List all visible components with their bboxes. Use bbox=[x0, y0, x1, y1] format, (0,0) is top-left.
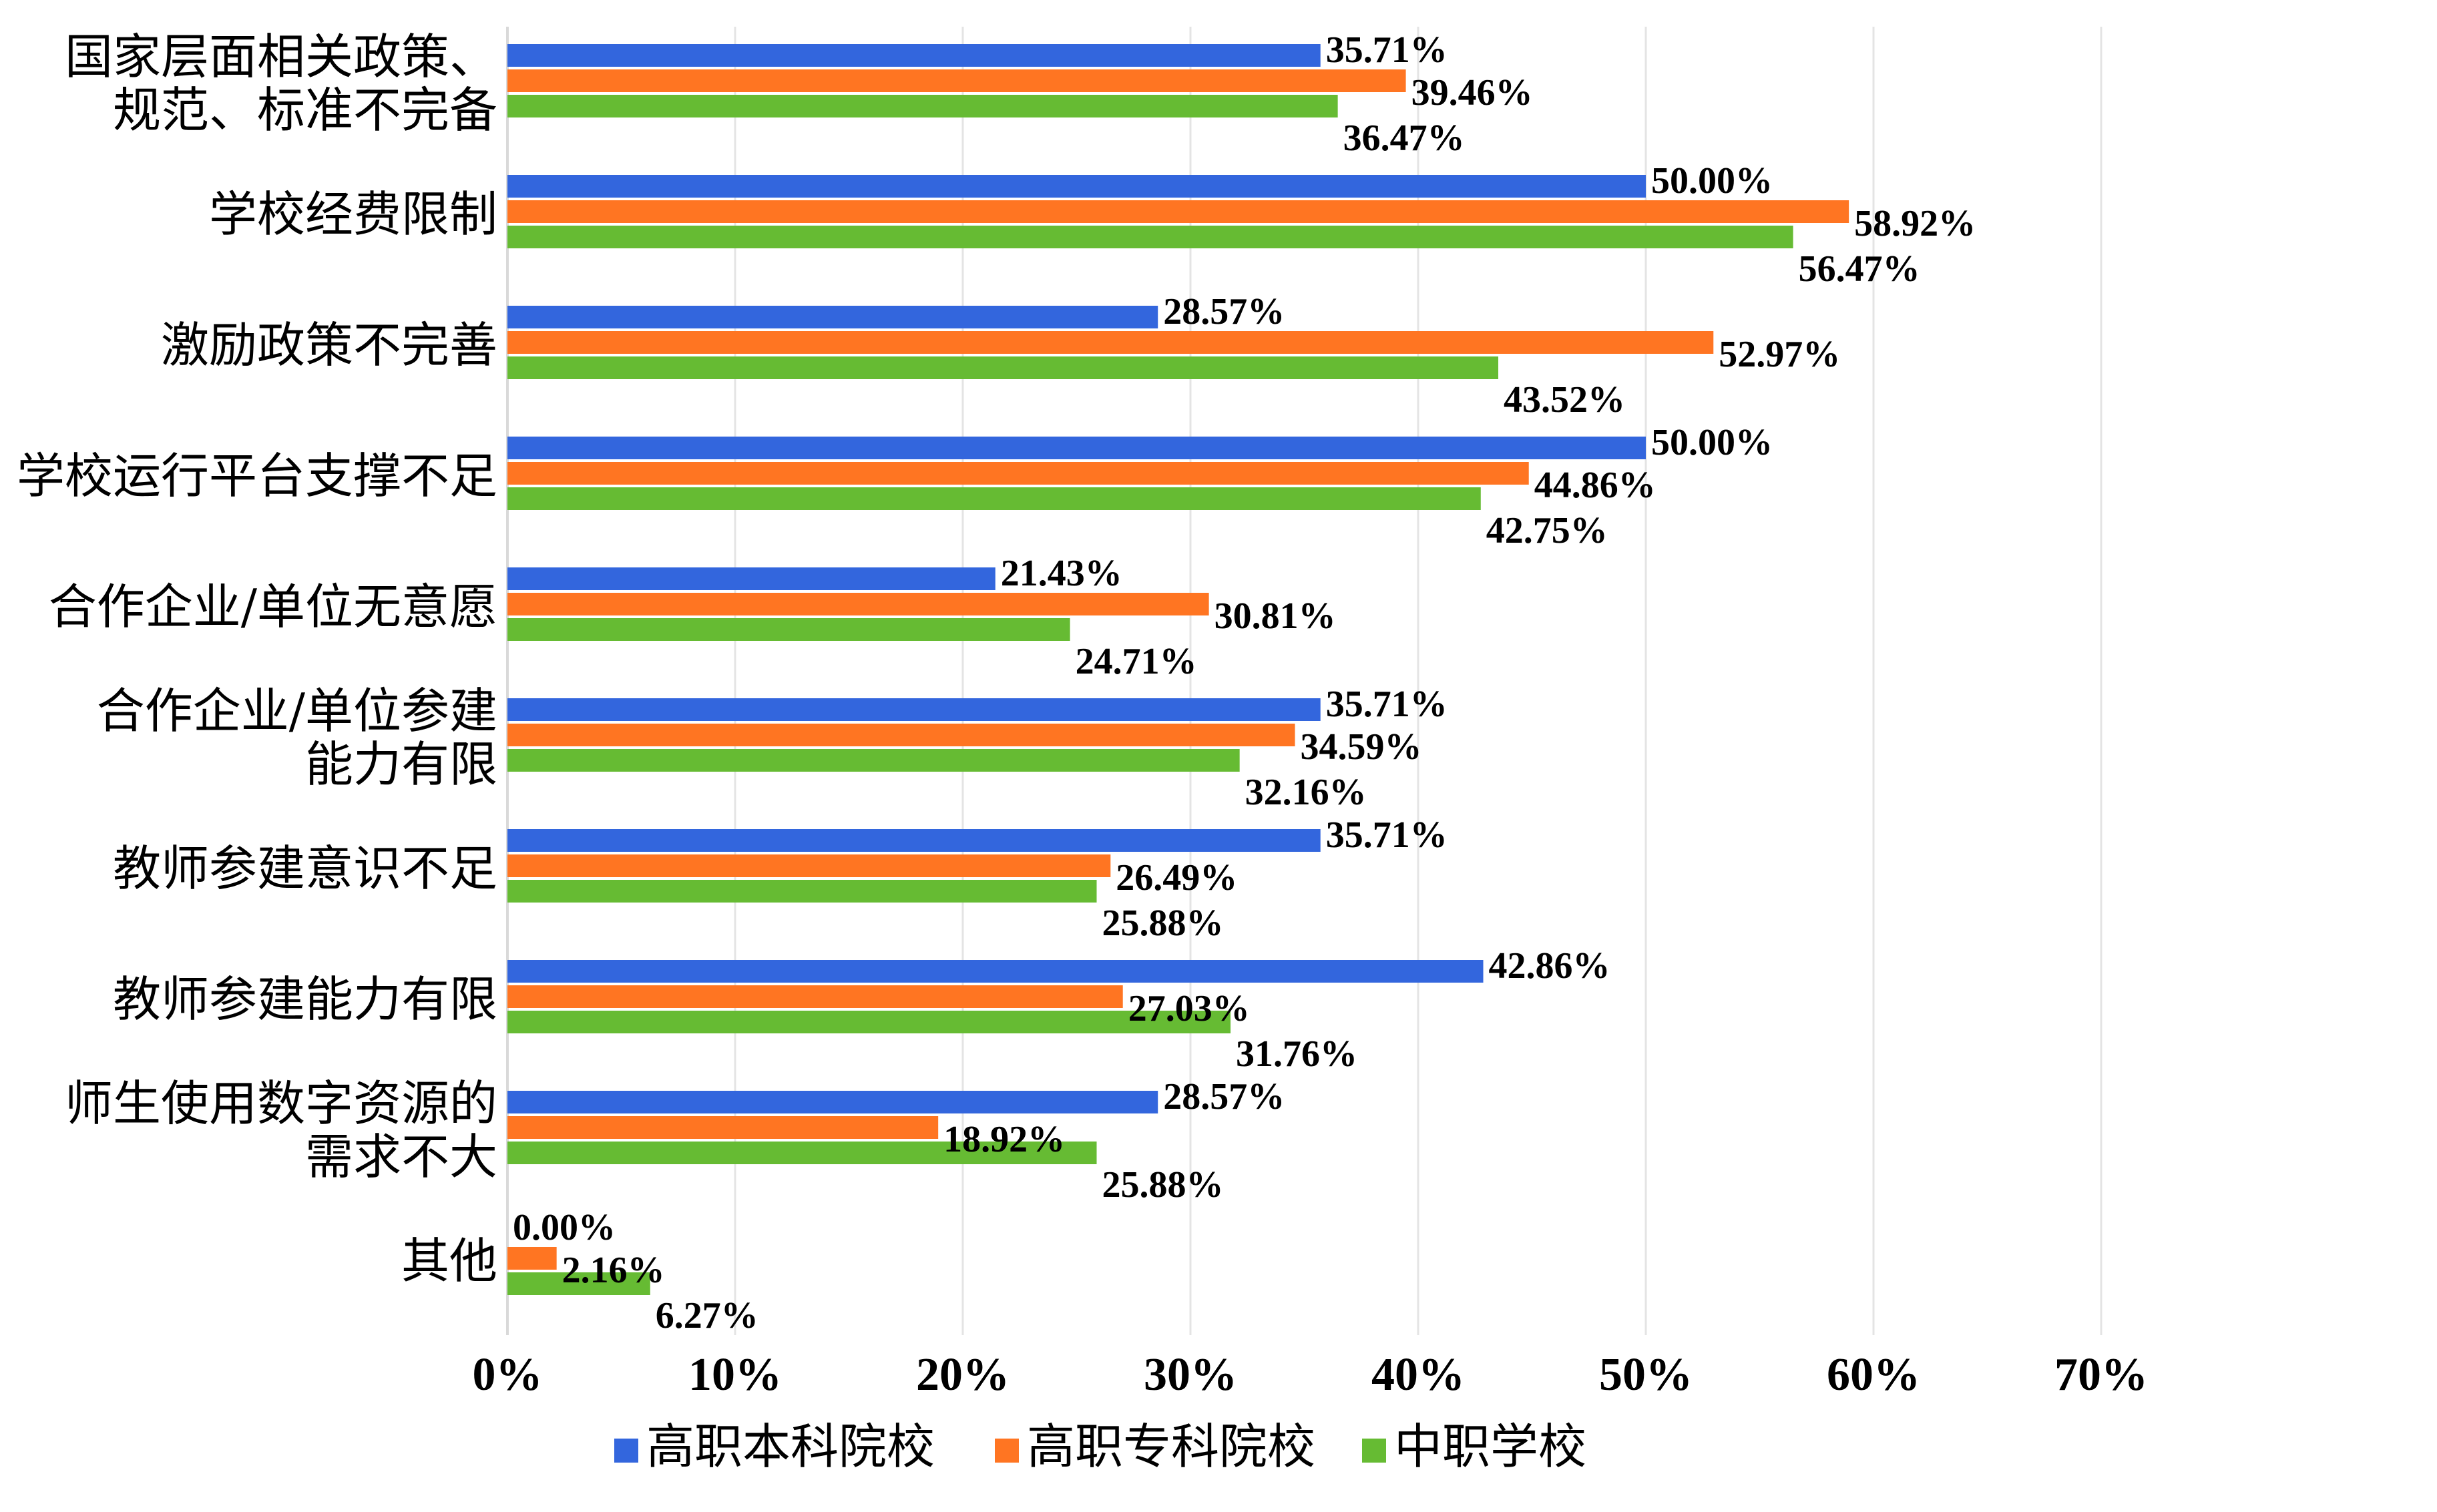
data-label: 2.16% bbox=[562, 1250, 665, 1291]
data-label: 42.75% bbox=[1486, 510, 1608, 551]
data-label: 50.00% bbox=[1651, 160, 1773, 202]
bar bbox=[507, 880, 1097, 903]
data-label: 25.88% bbox=[1102, 903, 1224, 944]
category-label: 师生使用数字资源的需求不大 bbox=[65, 1075, 497, 1185]
data-label: 6.27% bbox=[656, 1295, 758, 1336]
data-label: 28.57% bbox=[1163, 291, 1285, 332]
bar bbox=[507, 331, 1714, 354]
x-tick-label: 60% bbox=[1827, 1349, 1920, 1401]
bar bbox=[507, 567, 995, 590]
bar bbox=[507, 1142, 1097, 1164]
x-tick-label: 20% bbox=[916, 1349, 1010, 1401]
data-label: 27.03% bbox=[1128, 988, 1250, 1029]
bar bbox=[507, 226, 1793, 248]
data-label: 25.88% bbox=[1102, 1164, 1224, 1206]
bar bbox=[507, 1091, 1158, 1113]
bar bbox=[507, 829, 1321, 852]
data-label: 26.49% bbox=[1116, 857, 1237, 899]
bar bbox=[507, 69, 1406, 92]
category-label: 其他 bbox=[401, 1233, 497, 1289]
data-label: 39.46% bbox=[1411, 72, 1533, 113]
bar bbox=[507, 306, 1158, 328]
legend-swatch bbox=[614, 1439, 638, 1463]
bar bbox=[507, 175, 1646, 198]
data-label: 35.71% bbox=[1326, 814, 1448, 856]
x-tick-label: 40% bbox=[1371, 1349, 1465, 1401]
x-tick-label: 10% bbox=[688, 1349, 782, 1401]
bar bbox=[507, 1272, 650, 1295]
bar bbox=[507, 985, 1123, 1008]
data-label: 58.92% bbox=[1854, 203, 1976, 244]
data-label: 35.71% bbox=[1326, 29, 1448, 71]
data-label: 24.71% bbox=[1076, 641, 1197, 682]
x-tick-label: 30% bbox=[1144, 1349, 1237, 1401]
data-label: 32.16% bbox=[1245, 772, 1367, 813]
legend-swatch bbox=[1362, 1439, 1386, 1463]
x-axis-tick-labels: 0% 10% 20% 30% 40% 50% 60% 70% bbox=[473, 1349, 2149, 1401]
data-label: 31.76% bbox=[1236, 1033, 1357, 1075]
legend: 高职本科院校 高职专科院校 中职学校 bbox=[614, 1419, 1586, 1475]
data-label: 28.57% bbox=[1163, 1076, 1285, 1117]
category-label: 学校运行平台支撑不足 bbox=[17, 448, 497, 504]
bar bbox=[507, 44, 1321, 67]
bar bbox=[507, 724, 1295, 746]
bar bbox=[507, 462, 1529, 485]
bar bbox=[507, 356, 1499, 379]
data-label: 50.00% bbox=[1651, 422, 1773, 463]
data-label: 34.59% bbox=[1301, 726, 1422, 768]
data-label: 35.71% bbox=[1326, 684, 1448, 725]
bar bbox=[507, 1116, 939, 1139]
data-labels: 35.71%39.46%36.47%50.00%58.92%56.47%28.5… bbox=[513, 29, 1976, 1336]
data-label: 44.86% bbox=[1534, 465, 1656, 506]
legend-label: 高职本科院校 bbox=[646, 1419, 935, 1475]
bar bbox=[507, 487, 1481, 510]
x-tick-label: 0% bbox=[473, 1349, 543, 1401]
bar bbox=[507, 854, 1111, 877]
data-label: 36.47% bbox=[1343, 117, 1465, 159]
bar bbox=[507, 1011, 1231, 1033]
legend-label: 中职学校 bbox=[1394, 1419, 1586, 1475]
bar bbox=[507, 437, 1646, 459]
bars bbox=[507, 44, 1849, 1295]
x-tick-label: 70% bbox=[2054, 1349, 2148, 1401]
data-label: 56.47% bbox=[1799, 248, 1920, 290]
category-label: 激励政策不完善 bbox=[161, 317, 497, 373]
bar bbox=[507, 960, 1484, 983]
data-label: 18.92% bbox=[943, 1119, 1065, 1160]
bar bbox=[507, 1247, 557, 1270]
category-label: 学校经费限制 bbox=[209, 186, 497, 242]
data-label: 0.00% bbox=[513, 1207, 616, 1248]
category-labels: 国家层面相关政策、规范、标准不完备学校经费限制激励政策不完善学校运行平台支撑不足… bbox=[17, 29, 497, 1289]
data-label: 30.81% bbox=[1214, 595, 1336, 637]
legend-swatch bbox=[995, 1439, 1019, 1463]
bar bbox=[507, 618, 1070, 641]
data-label: 52.97% bbox=[1719, 334, 1840, 375]
bar bbox=[507, 749, 1240, 772]
category-label: 教师参建意识不足 bbox=[113, 840, 497, 897]
data-label: 43.52% bbox=[1504, 379, 1625, 421]
x-tick-label: 50% bbox=[1599, 1349, 1693, 1401]
bar bbox=[507, 698, 1321, 721]
bar bbox=[507, 200, 1849, 223]
category-label: 合作企业/单位无意愿 bbox=[49, 579, 497, 635]
bar bbox=[507, 593, 1209, 615]
data-label: 21.43% bbox=[1001, 553, 1122, 594]
category-label: 国家层面相关政策、规范、标准不完备 bbox=[65, 29, 497, 138]
bar bbox=[507, 95, 1338, 117]
legend-label: 高职专科院校 bbox=[1027, 1419, 1315, 1475]
data-label: 42.86% bbox=[1489, 945, 1610, 987]
category-label: 合作企业/单位参建能力有限 bbox=[97, 683, 497, 792]
category-label: 教师参建能力有限 bbox=[113, 971, 497, 1027]
